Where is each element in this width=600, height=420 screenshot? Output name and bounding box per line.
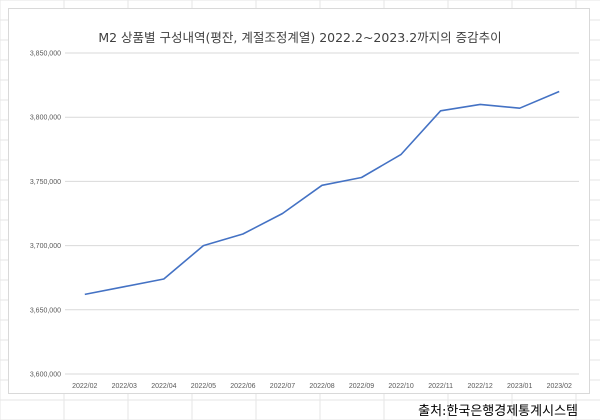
chart-area[interactable]: M2 상품별 구성내역(평잔, 계절조정계열) 2022.2~2023.2까지의…: [8, 8, 590, 394]
chart-plot: 3,600,000 3,650,000 3,700,000 3,750,000 3,80…: [30, 51, 579, 390]
x-tick-label: 2022/09: [349, 383, 374, 390]
x-tick-label: 2022/04: [151, 383, 176, 390]
x-tick-label: 2022/05: [191, 383, 216, 390]
x-tick-label: 2022/11: [428, 383, 453, 390]
source-note: 출처:한국은행경제통계시스템: [418, 404, 578, 419]
x-tick-label: 2022/12: [467, 383, 492, 390]
x-tick-label: 2022/07: [270, 383, 295, 390]
x-tick-label: 2023/02: [547, 383, 572, 390]
y-tick-label: 3,750,000: [30, 179, 61, 186]
x-axis: 2022/02 2022/03 2022/04 2022/05 2022/06 2022/…: [72, 383, 572, 390]
x-tick-label: 2022/03: [112, 383, 137, 390]
y-tick-label: 3,800,000: [30, 115, 61, 122]
chart-title: M2 상품별 구성내역(평잔, 계절조정계열) 2022.2~2023.2까지의…: [98, 30, 502, 45]
y-axis: 3,600,000 3,650,000 3,700,000 3,750,000 3,80…: [30, 51, 61, 379]
gridlines: [65, 52, 579, 375]
y-tick-label: 3,700,000: [30, 243, 61, 250]
x-tick-label: 2022/02: [72, 383, 97, 390]
x-tick-label: 2023/01: [507, 383, 532, 390]
x-tick-label: 2022/10: [388, 383, 413, 390]
x-tick-label: 2022/06: [230, 383, 255, 390]
series-line-path: [84, 90, 560, 296]
y-tick-label: 3,650,000: [30, 307, 61, 314]
y-tick-label: 3,600,000: [30, 372, 61, 379]
y-tick-label: 3,850,000: [30, 51, 61, 58]
x-tick-label: 2022/08: [309, 383, 334, 390]
series-line: [84, 90, 560, 296]
